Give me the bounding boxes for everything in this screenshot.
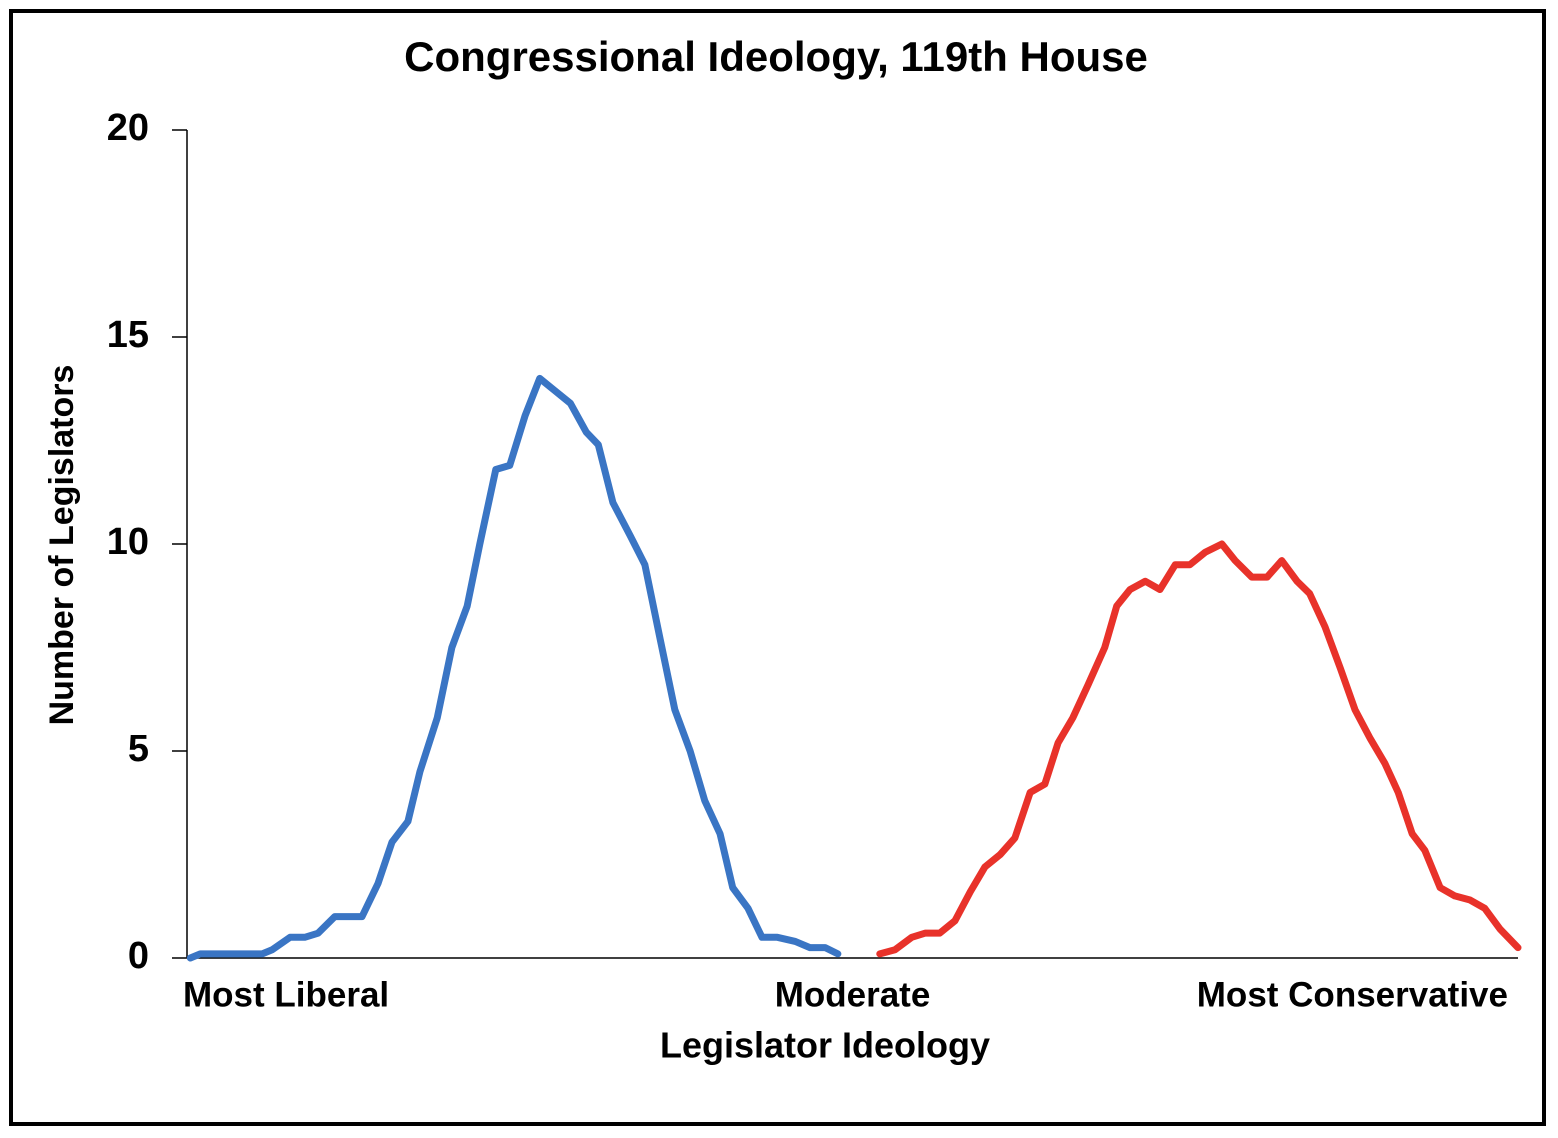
y-tick-label: 15 [107, 314, 149, 356]
y-tick-label: 10 [107, 521, 149, 563]
x-tick-label: Moderate [775, 975, 931, 1014]
y-tick-label: 5 [128, 728, 149, 770]
frame [9, 9, 1546, 1126]
data-line [876, 540, 1522, 958]
chart-title: Congressional Ideology, 119th House [404, 33, 1148, 80]
x-tick-label: Most Conservative [1197, 975, 1508, 1014]
y-tick-label: 0 [128, 935, 149, 977]
x-axis-label: Legislator Ideology [660, 1025, 990, 1066]
data-line [186, 374, 842, 962]
y-axis-label: Number of Legislators [43, 365, 81, 726]
x-tick-label: Most Liberal [183, 975, 389, 1014]
y-tick-label: 20 [107, 107, 149, 149]
